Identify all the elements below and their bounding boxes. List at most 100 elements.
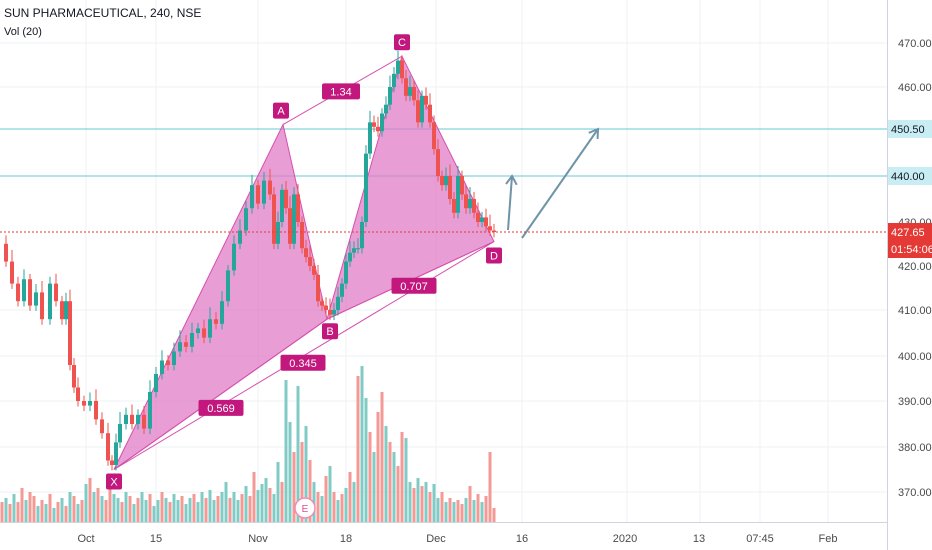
candle-body	[324, 305, 328, 310]
pattern-ratio-label[interactable]: 0.569	[207, 403, 235, 415]
volume-bar	[396, 466, 400, 522]
time-axis[interactable]: Oct 15 Nov 18 Dec 16 2020 13 07:45 Feb	[77, 533, 837, 545]
candle-body	[400, 60, 404, 79]
time-tick-label: Oct	[77, 533, 94, 545]
volume-bar	[324, 476, 328, 522]
volume-bar	[340, 494, 344, 522]
volume-bar	[84, 484, 88, 522]
pattern-point-a-bg	[273, 102, 289, 119]
pattern-point-x-bg	[106, 473, 122, 490]
pattern-point-a[interactable]: A	[277, 106, 285, 118]
candle-body	[428, 104, 432, 123]
volume-bar	[128, 496, 132, 522]
volume-bar	[160, 492, 164, 522]
time-tick-label: 2020	[613, 533, 637, 545]
candle-body	[488, 226, 492, 231]
pattern-ratio-line	[113, 318, 328, 470]
candle-body	[88, 401, 92, 406]
time-tick-label: Feb	[819, 533, 838, 545]
volume-bar	[352, 482, 356, 522]
volume-bar	[44, 504, 48, 522]
pattern-ratio-label[interactable]: 0.707	[400, 281, 428, 293]
candle-body	[388, 87, 392, 105]
volume-bar	[192, 494, 196, 522]
volume-bar	[208, 490, 212, 522]
volume-bar	[408, 482, 412, 522]
countdown-label-bg	[888, 240, 932, 258]
volume-bar	[76, 504, 80, 522]
price-tick-label: 420.00	[898, 261, 932, 273]
volume-bar	[164, 498, 168, 522]
countdown-label[interactable]: 01:54:06	[891, 244, 932, 256]
pattern-point-c-bg	[394, 34, 410, 51]
volume-bar	[244, 486, 248, 522]
projection-arrow-1[interactable]	[507, 175, 513, 231]
candle-body	[276, 222, 280, 244]
candle-body	[154, 374, 158, 392]
candle-body	[4, 243, 8, 262]
candle-body	[202, 328, 206, 338]
pattern-point-d[interactable]: D	[490, 251, 498, 263]
candle-body	[308, 257, 312, 266]
price-tick-label: 370.00	[898, 487, 932, 499]
candle-body	[376, 126, 380, 132]
volume-bar	[456, 500, 460, 522]
pattern-ratio-label[interactable]: 1.34	[330, 86, 351, 98]
last-price-label[interactable]: 427.65	[891, 227, 925, 239]
volume-bar	[104, 500, 108, 522]
candle-body	[184, 342, 188, 347]
candle-body	[244, 208, 248, 231]
volume-bar	[64, 506, 68, 522]
volume-bar	[484, 496, 488, 522]
candle-body	[468, 199, 472, 209]
volume-bar	[232, 492, 236, 522]
candle-body	[396, 60, 400, 74]
candle-body	[28, 279, 32, 306]
pattern-labels[interactable]: X A B C D 0.569 0.345 1.34 0.707	[106, 34, 502, 490]
pattern-point-c[interactable]: C	[398, 37, 406, 49]
pattern-ratio-label-bg	[391, 277, 437, 294]
time-tick-label: 13	[693, 533, 705, 545]
volume-bar	[148, 494, 152, 522]
earnings-marker[interactable]: E	[294, 497, 316, 519]
pattern-point-x[interactable]: X	[110, 477, 118, 489]
price-tick-label: 460.00	[898, 82, 932, 94]
volume-bar	[108, 488, 112, 522]
volume-bars	[0, 366, 496, 522]
candle-body	[296, 194, 300, 222]
candle-body	[130, 414, 134, 424]
time-tick-label: Dec	[426, 533, 446, 545]
price-axis[interactable]: 470.00 460.00 440.00 420.00 410.00 400.00 390.…	[888, 38, 932, 499]
volume-bar	[336, 500, 340, 522]
volume-bar	[92, 492, 96, 522]
candle-body	[256, 185, 260, 204]
volume-bar	[236, 500, 240, 522]
volume-bar	[216, 496, 220, 522]
volume-bar	[436, 498, 440, 522]
volume-bar	[16, 502, 20, 522]
projection-arrow-2[interactable]	[521, 128, 599, 239]
volume-bar	[492, 508, 496, 522]
volume-bar	[384, 426, 388, 522]
volume-bar	[68, 492, 72, 522]
volume-bar	[344, 488, 348, 522]
volume-bar	[24, 500, 28, 522]
volume-bar	[140, 492, 144, 522]
level-450-label[interactable]: 450.50	[891, 124, 925, 136]
candle-body	[22, 279, 26, 302]
volume-bar	[60, 498, 64, 522]
volume-bar	[124, 492, 128, 522]
pattern-ratio-label[interactable]: 0.345	[289, 358, 317, 370]
candle-body	[368, 122, 372, 154]
volume-bar	[296, 386, 300, 522]
candle-body	[262, 180, 266, 204]
pattern-point-b[interactable]: B	[326, 326, 333, 338]
projection-arrows[interactable]	[505, 127, 600, 239]
price-tick-label: 380.00	[898, 442, 932, 454]
level-440-label[interactable]: 440.00	[891, 171, 925, 183]
volume-bar	[288, 422, 292, 522]
volume-bar	[120, 502, 124, 522]
candle-body	[172, 351, 176, 365]
volume-bar	[284, 380, 288, 522]
